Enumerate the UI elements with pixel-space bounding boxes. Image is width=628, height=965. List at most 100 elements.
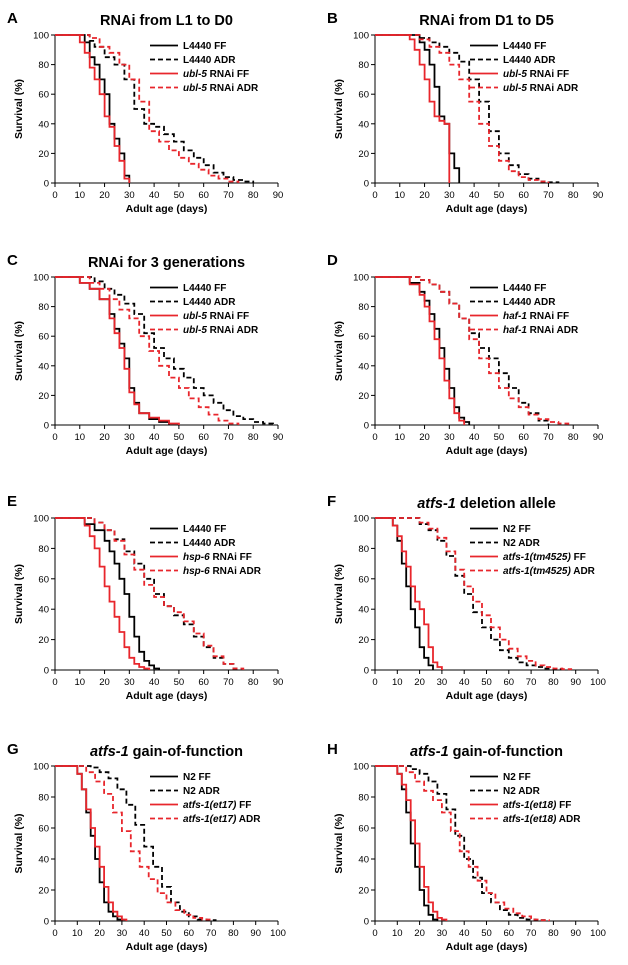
panel-h-x-tick-label: 30 xyxy=(437,928,448,939)
panel-h-legend-label-1: N2 ADR xyxy=(503,786,541,797)
panel-b-legend-label-3-part-1: RNAi ADR xyxy=(527,83,579,94)
panel-f-title-part-1: deletion allele xyxy=(456,496,556,512)
panel-e-x-tick-label: 20 xyxy=(99,677,110,688)
panel-e-x-tick-label: 30 xyxy=(124,677,135,688)
panel-c-y-tick-label: 100 xyxy=(33,273,49,284)
panel-h-x-tick-label: 90 xyxy=(570,928,581,939)
panel-c-x-tick-label: 30 xyxy=(124,432,135,443)
panel-c-y-tick-label: 40 xyxy=(38,361,49,372)
panel-d-y-tick-label: 80 xyxy=(358,302,369,313)
panel-a-x-tick-label: 80 xyxy=(248,190,259,201)
panel-h-x-tick-label: 80 xyxy=(548,928,559,939)
panel-a-legend-label-3: ubl-5 RNAi ADR xyxy=(183,83,259,94)
panel-b-x-tick-label: 50 xyxy=(494,190,505,201)
panel-a-x-tick-label: 70 xyxy=(223,190,234,201)
panel-c-legend-label-3: ubl-5 RNAi ADR xyxy=(183,325,259,336)
panel-g-x-tick-label: 40 xyxy=(139,928,150,939)
panel-g-legend-label-3-part-0: atfs-1(et17) xyxy=(183,814,237,825)
panel-f-x-tick-label: 80 xyxy=(548,677,559,688)
panel-h-series-3-line xyxy=(375,765,550,922)
panel-e-legend-label-1: L4440 ADR xyxy=(183,538,236,549)
panel-d-legend-label-2-part-0: haf-1 xyxy=(503,311,527,322)
panel-f-x-tick-label: 30 xyxy=(437,677,448,688)
panel-a-legend-label-2-part-0: ubl-5 xyxy=(183,69,207,80)
panel-e-y-tick-label: 0 xyxy=(44,666,49,677)
panel-g-series-2-line xyxy=(55,765,128,921)
panel-h-legend-label-2-part-1: FF xyxy=(556,800,571,811)
panel-b-x-tick-label: 70 xyxy=(543,190,554,201)
panel-b-y-tick-label: 80 xyxy=(358,60,369,71)
panel-d-series-1-line xyxy=(375,276,550,425)
panel-e-x-tick-label: 0 xyxy=(52,677,57,688)
panel-c-legend-label-0-part-0: L4440 FF xyxy=(183,283,226,294)
panel-e-x-axis-label: Adult age (days) xyxy=(126,690,208,702)
panel-f-y-tick-label: 100 xyxy=(353,514,369,525)
panel-b-y-tick-label: 0 xyxy=(364,179,369,190)
panel-c-x-tick-label: 20 xyxy=(99,432,110,443)
panel-e-y-tick-label: 40 xyxy=(38,605,49,616)
panel-g-x-tick-label: 100 xyxy=(270,928,286,939)
panel-h-x-tick-label: 60 xyxy=(504,928,515,939)
panel-b-letter: B xyxy=(327,10,338,27)
panel-c-legend-label-1: L4440 ADR xyxy=(183,297,236,308)
panel-d-y-tick-label: 0 xyxy=(364,421,369,432)
panel-b-legend-label-0-part-0: L4440 FF xyxy=(503,41,546,52)
panel-f-y-tick-label: 20 xyxy=(358,635,369,646)
panel-f-legend-label-1: N2 ADR xyxy=(503,538,541,549)
panel-f-title-part-0: atfs-1 xyxy=(417,496,456,512)
panel-c-legend-label-1-part-0: L4440 ADR xyxy=(183,297,236,308)
panel-d-series-3-line xyxy=(375,276,570,425)
panel-h-y-axis-label: Survival (%) xyxy=(333,813,345,873)
panel-e-legend-label-1-part-0: L4440 ADR xyxy=(183,538,236,549)
panel-b-legend-label-2-part-0: ubl-5 xyxy=(503,69,527,80)
panel-h-y-tick-label: 20 xyxy=(358,886,369,897)
panel-g-x-tick-label: 20 xyxy=(94,928,105,939)
panel-b-legend-label-3-part-0: ubl-5 xyxy=(503,83,527,94)
panel-b-x-tick-label: 0 xyxy=(372,190,377,201)
panel-b-legend-label-3: ubl-5 RNAi ADR xyxy=(503,83,579,94)
panel-a-x-tick-label: 10 xyxy=(74,190,85,201)
panel-d-x-tick-label: 50 xyxy=(494,432,505,443)
panel-h-legend-label-2: atfs-1(et18) FF xyxy=(503,800,571,811)
panel-f-legend-label-3-part-0: atfs-1(tm4525) xyxy=(503,566,571,577)
panel-b-legend-label-0: L4440 FF xyxy=(503,41,546,52)
panel-a-legend-label-0: L4440 FF xyxy=(183,41,226,52)
panel-h-legend-label-2-part-0: atfs-1(et18) xyxy=(503,800,557,811)
panel-d-y-tick-label: 40 xyxy=(358,361,369,372)
panel-b-x-tick-label: 90 xyxy=(593,190,604,201)
panel-g-legend-label-1-part-0: N2 ADR xyxy=(183,786,221,797)
panel-h-letter: H xyxy=(327,741,338,758)
panel-d-x-tick-label: 60 xyxy=(518,432,529,443)
panel-b-legend-label-2-part-1: RNAi FF xyxy=(527,69,569,80)
panel-a-series-3-line xyxy=(55,34,240,183)
panel-e-x-tick-label: 70 xyxy=(223,677,234,688)
panel-g-x-axis-label: Adult age (days) xyxy=(126,941,208,953)
panel-d-legend-label-3-part-1: RNAi ADR xyxy=(527,325,579,336)
panel-f-series-1-line xyxy=(375,517,564,671)
panel-g-y-tick-label: 100 xyxy=(33,762,49,773)
panel-a-series-2-line xyxy=(55,34,131,183)
panel-e-y-axis-label: Survival (%) xyxy=(13,564,25,624)
panel-f-y-tick-label: 60 xyxy=(358,574,369,585)
panel-a-legend-label-3-part-1: RNAi ADR xyxy=(207,83,259,94)
panel-c-title: RNAi for 3 generations xyxy=(88,255,245,271)
panel-e-legend-label-3-part-0: hsp-6 xyxy=(183,566,210,577)
panel-e-x-tick-label: 90 xyxy=(273,677,284,688)
panel-a-series-1-line xyxy=(55,34,255,183)
panel-b-title: RNAi from D1 to D5 xyxy=(419,13,554,29)
panel-g-legend-label-2: atfs-1(et17) FF xyxy=(183,800,251,811)
panel-h-x-tick-label: 100 xyxy=(590,928,606,939)
panel-e-letter: E xyxy=(7,493,17,510)
panel-d-y-tick-label: 20 xyxy=(358,391,369,402)
panel-g-x-tick-label: 60 xyxy=(184,928,195,939)
panel-c-x-tick-label: 10 xyxy=(74,432,85,443)
panel-f-x-tick-label: 50 xyxy=(481,677,492,688)
panel-b-x-tick-label: 60 xyxy=(518,190,529,201)
panel-h-x-tick-label: 0 xyxy=(372,928,377,939)
panel-f-legend-label-3: atfs-1(tm4525) ADR xyxy=(503,566,596,577)
panel-f-legend-label-0: N2 FF xyxy=(503,524,531,535)
panel-g-y-tick-label: 0 xyxy=(44,917,49,928)
panel-f-legend-label-1-part-0: N2 ADR xyxy=(503,538,541,549)
